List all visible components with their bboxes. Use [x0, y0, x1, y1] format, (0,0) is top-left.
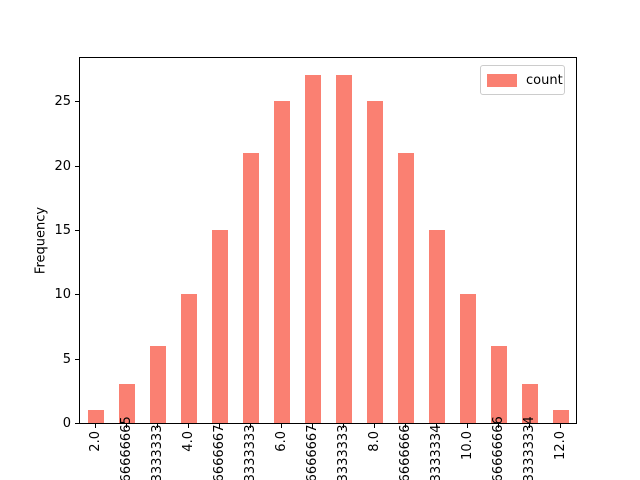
x-tick — [529, 424, 530, 428]
y-tick-label: 5 — [62, 351, 71, 367]
bar — [490, 345, 507, 423]
bar — [87, 410, 104, 423]
legend-swatch-count — [487, 73, 517, 87]
x-tick-label: 6.666666666666667 — [305, 425, 320, 480]
bar — [397, 152, 414, 423]
y-axis-label: Frequency — [33, 206, 49, 275]
x-tick-label: 11.333333333333334 — [522, 416, 537, 480]
bar — [273, 101, 290, 423]
x-tick-label: 2.6666666666666665 — [119, 416, 134, 480]
x-tick-label: 7.333333333333333 — [336, 425, 351, 480]
x-tick-label: 6.0 — [274, 431, 289, 452]
x-tick — [374, 424, 375, 428]
x-tick-label: 5.333333333333333 — [243, 425, 258, 480]
bar — [335, 75, 352, 423]
x-tick-label: 3.333333333333333 — [150, 425, 165, 480]
y-tick — [75, 423, 79, 424]
y-tick — [75, 358, 79, 360]
bar — [118, 384, 135, 423]
x-tick — [560, 424, 561, 428]
bar — [521, 384, 538, 423]
y-tick — [75, 294, 79, 296]
y-tick-label: 25 — [54, 94, 71, 110]
y-tick-label: 10 — [54, 287, 71, 303]
x-tick — [405, 424, 406, 428]
y-tick — [75, 165, 79, 167]
x-tick — [95, 424, 96, 428]
bar — [552, 410, 569, 423]
plot-area — [79, 57, 577, 424]
bar — [304, 75, 321, 423]
x-tick-label: 10.666666666666666 — [491, 416, 506, 480]
x-tick — [498, 424, 499, 428]
y-tick-label: 20 — [54, 158, 71, 174]
bar — [149, 345, 166, 423]
x-tick — [436, 424, 437, 428]
x-tick-label: 4.666666666666667 — [212, 425, 227, 480]
bar — [211, 229, 228, 423]
x-tick — [467, 424, 468, 428]
x-tick-label: 4.0 — [181, 431, 196, 452]
x-tick — [219, 424, 220, 428]
x-tick — [281, 424, 282, 428]
legend-label-count: count — [526, 72, 563, 88]
x-tick-label: 9.333333333333334 — [429, 425, 444, 480]
bar — [459, 294, 476, 423]
x-tick — [250, 424, 251, 428]
x-tick — [343, 424, 344, 428]
x-tick-label: 8.666666666666666 — [398, 425, 413, 480]
bar — [428, 229, 445, 423]
y-tick-label: 15 — [54, 222, 71, 238]
y-tick — [75, 229, 79, 231]
y-tick-label: 0 — [62, 416, 71, 431]
x-tick — [126, 424, 127, 428]
x-tick-label: 2.0 — [88, 431, 103, 452]
x-tick-label: 10.0 — [460, 431, 475, 460]
x-tick — [188, 424, 189, 428]
y-tick — [75, 101, 79, 103]
bar — [180, 294, 197, 423]
x-tick-label: 12.0 — [553, 431, 568, 460]
bar — [242, 152, 259, 423]
x-tick-label: 8.0 — [367, 431, 382, 452]
x-tick — [312, 424, 313, 428]
legend: count — [480, 65, 565, 95]
bar — [366, 101, 383, 423]
x-tick — [157, 424, 158, 428]
